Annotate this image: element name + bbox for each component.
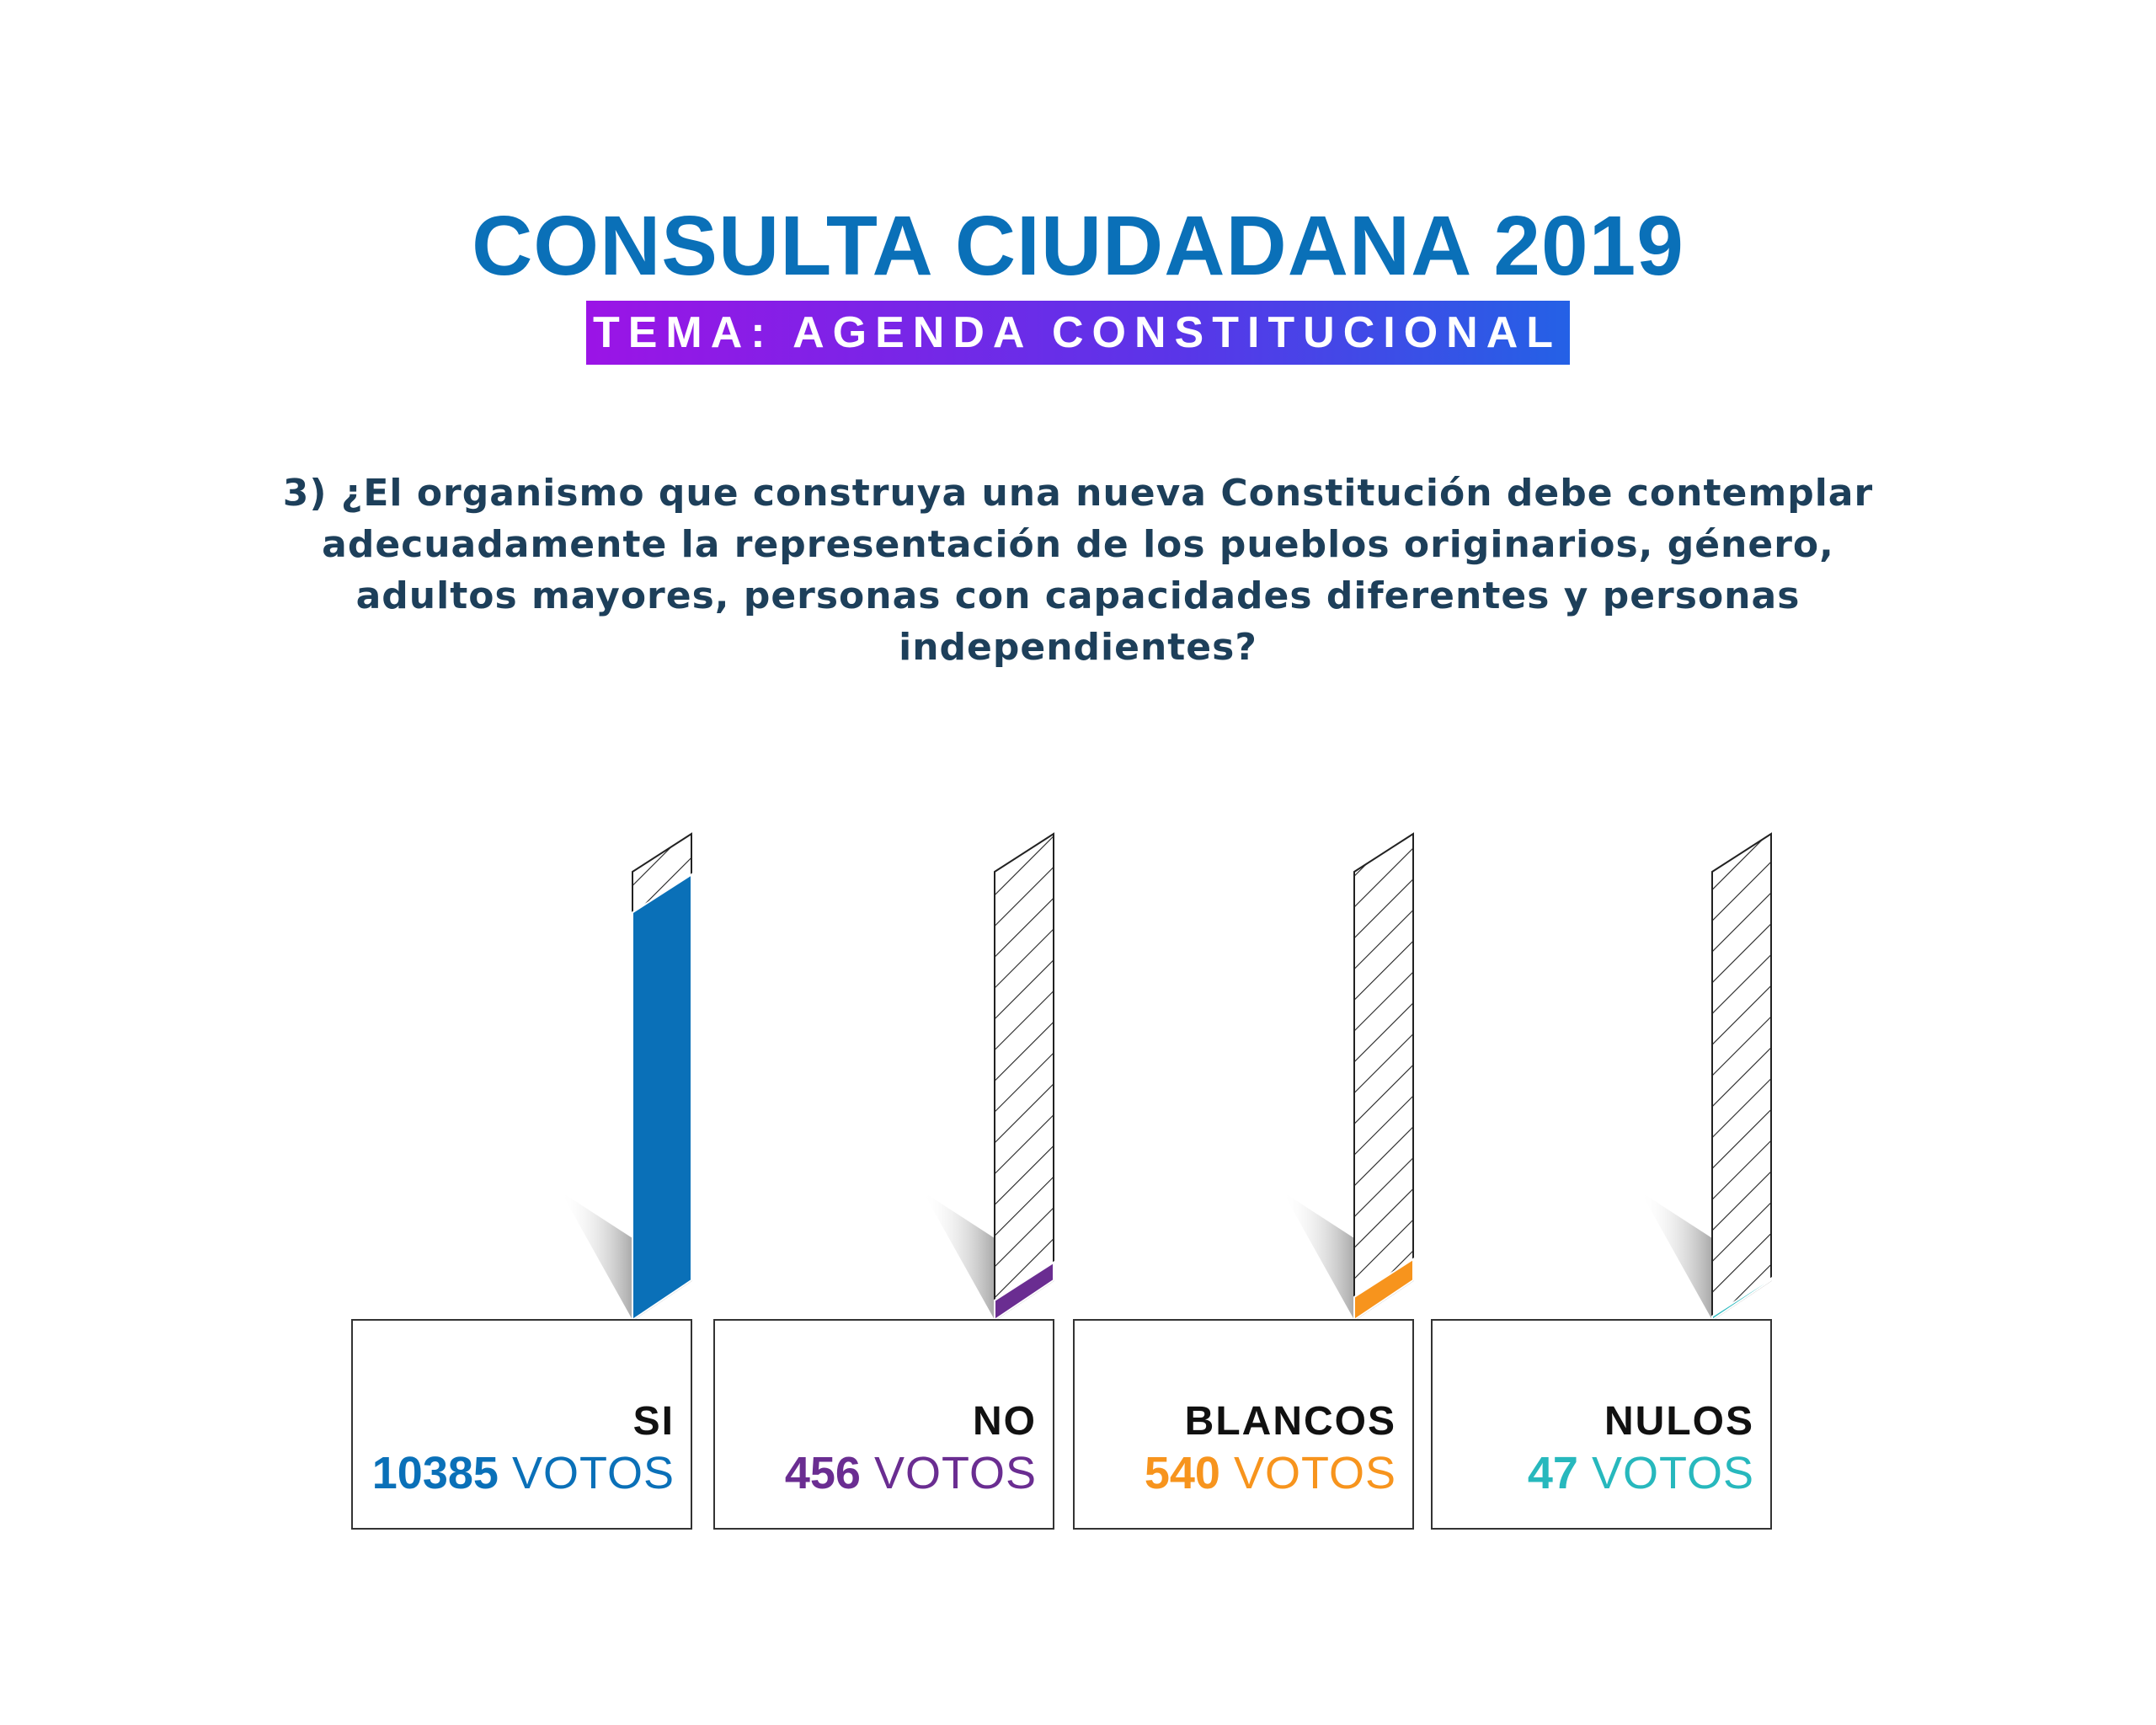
- label-box-no: [713, 1319, 1054, 1530]
- category-label-nulos: NULOS: [1604, 1399, 1754, 1444]
- subtitle: TEMA: AGENDA CONSTITUCIONAL: [585, 301, 1571, 365]
- vote-unit-blancos: VOTOS: [1219, 1448, 1396, 1498]
- vote-count-nulos: 47 VOTOS: [1432, 1447, 1754, 1499]
- bar-si: [632, 873, 692, 1322]
- subtitle-banner: TEMA: AGENDA CONSTITUCIONAL: [0, 301, 2156, 365]
- bar-nulos: [1711, 1276, 1772, 1322]
- category-label-no: NO: [973, 1399, 1037, 1444]
- bar-shadow-blancos: [1283, 1192, 1354, 1320]
- bar-background-no: [994, 832, 1054, 1322]
- vote-unit-si: VOTOS: [498, 1448, 675, 1498]
- category-label-si: SI: [632, 1399, 675, 1444]
- vote-value-si: 10385: [371, 1448, 499, 1498]
- vote-count-si: 10385 VOTOS: [352, 1447, 675, 1499]
- page-title: CONSULTA CIUDADANA 2019: [472, 199, 1684, 293]
- bar-shadow-no: [923, 1192, 995, 1320]
- question-text: 3) ¿El organismo que construya una nueva…: [282, 472, 1874, 669]
- bar-shadow-nulos: [1641, 1192, 1712, 1320]
- bar-background-nulos: [1711, 832, 1772, 1322]
- vote-value-no: 456: [784, 1448, 861, 1498]
- label-box-blancos: [1073, 1319, 1414, 1530]
- bar-shadow-si: [561, 1192, 632, 1320]
- bar-no: [994, 1261, 1054, 1322]
- bars-layer: [351, 832, 1772, 1530]
- vote-count-no: 456 VOTOS: [714, 1447, 1037, 1499]
- bar-blancos: [1353, 1258, 1414, 1322]
- label-box-nulos: [1431, 1319, 1772, 1530]
- vote-value-nulos: 47: [1527, 1448, 1578, 1498]
- vote-value-blancos: 540: [1144, 1448, 1220, 1498]
- bar-background-blancos: [1353, 832, 1414, 1322]
- label-box-si: [351, 1319, 692, 1530]
- vote-unit-nulos: VOTOS: [1577, 1448, 1754, 1498]
- vote-unit-no: VOTOS: [860, 1448, 1037, 1498]
- vote-count-blancos: 540 VOTOS: [1074, 1447, 1396, 1499]
- category-label-blancos: BLANCOS: [1184, 1399, 1396, 1444]
